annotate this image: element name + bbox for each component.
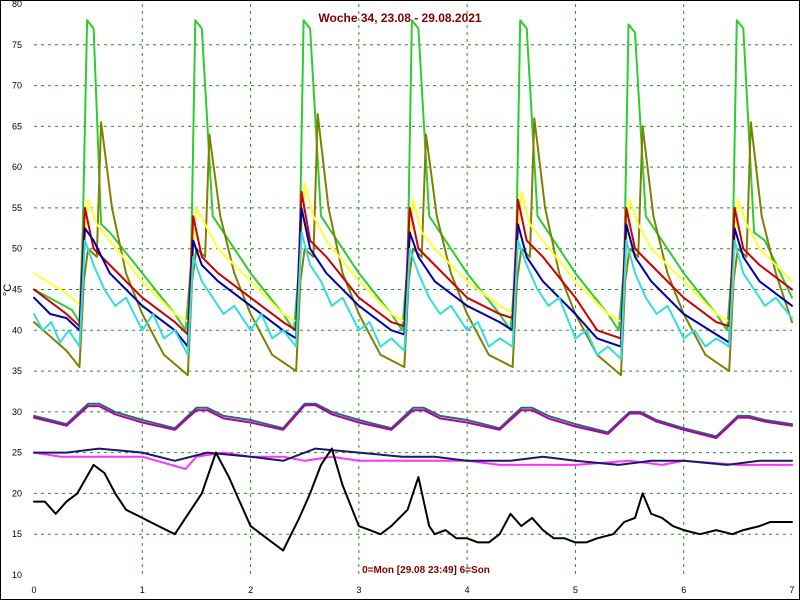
y-tick-label: 30 — [12, 407, 22, 417]
series-line — [33, 447, 793, 466]
y-tick-label: 25 — [12, 448, 22, 458]
y-tick-label: 50 — [12, 244, 22, 254]
y-tick-label: 35 — [12, 366, 22, 376]
y-tick-label: 70 — [12, 81, 22, 91]
y-axis-label: °C — [2, 284, 14, 296]
series-line — [33, 182, 793, 324]
series-line — [33, 404, 793, 439]
x-tick-label: 2 — [248, 585, 253, 595]
y-tick-label: 65 — [12, 121, 22, 131]
x-tick-label: 1 — [140, 585, 145, 595]
x-tick-label: 6 — [681, 585, 686, 595]
y-tick-label: 60 — [12, 162, 22, 172]
y-tick-label: 55 — [12, 203, 22, 213]
x-tick-label: 4 — [465, 585, 470, 595]
chart-title: Woche 34, 23.08 - 29.08.2021 — [318, 11, 482, 25]
y-tick-label: 10 — [12, 570, 22, 580]
y-tick-label: 75 — [12, 40, 22, 50]
y-tick-label: 40 — [12, 325, 22, 335]
series-group — [33, 19, 793, 552]
x-tick-label: 0 — [31, 585, 36, 595]
series-line — [33, 19, 793, 332]
y-tick-label: 45 — [12, 285, 22, 295]
y-tick-label: 20 — [12, 488, 22, 498]
y-tick-label: 15 — [12, 529, 22, 539]
x-tick-label: 7 — [789, 585, 794, 595]
x-axis-label: 0=Mon [29.08 23:49] 6=Son — [362, 565, 490, 576]
series-line — [33, 231, 793, 360]
series-line — [33, 190, 793, 340]
x-tick-label: 5 — [573, 585, 578, 595]
y-tick-label: 80 — [12, 0, 22, 9]
x-tick-label: 3 — [356, 585, 361, 595]
series-line — [33, 447, 793, 552]
series-line — [33, 402, 793, 438]
